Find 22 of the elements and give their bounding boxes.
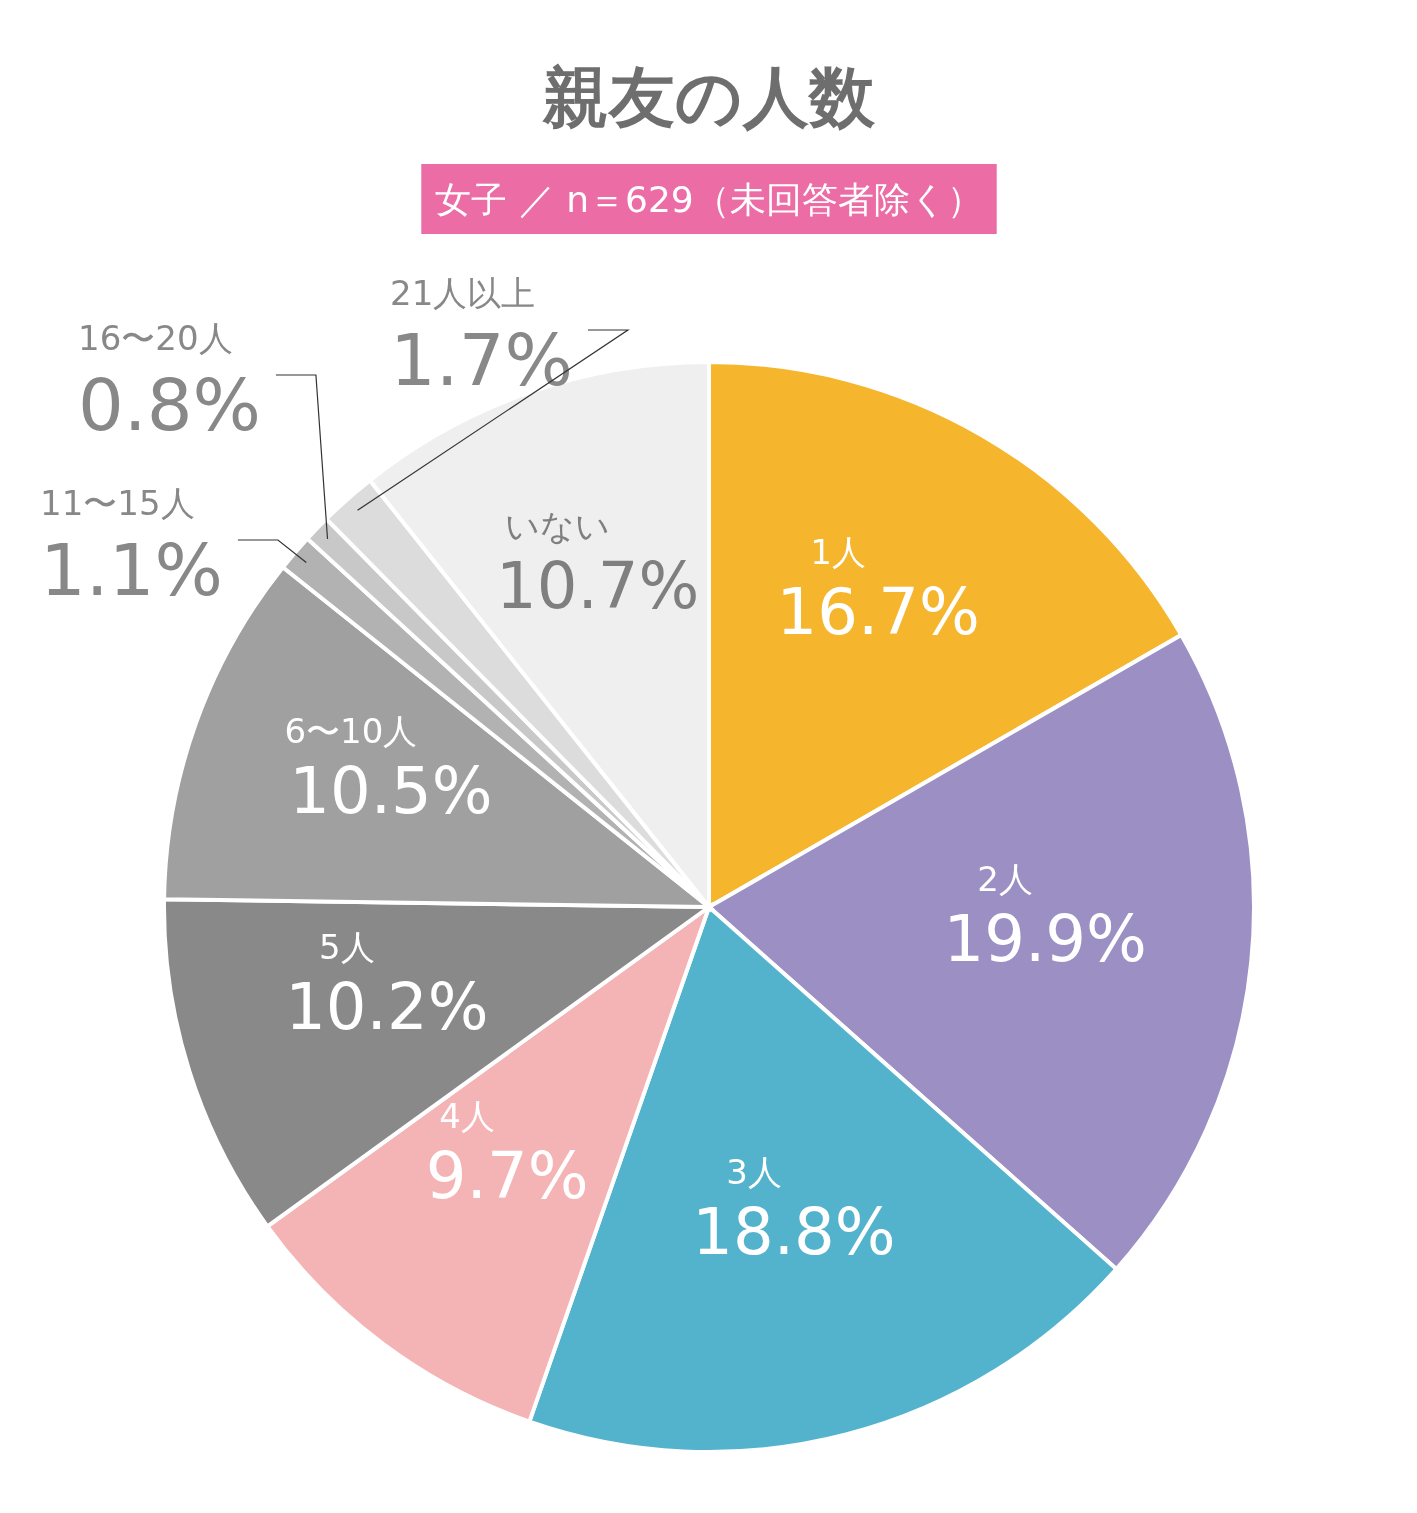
- data-label: 1.1%: [40, 528, 223, 612]
- chart-subtitle: 女子 ／ n＝629（未回答者除く）: [435, 179, 983, 220]
- slice-label: いない: [505, 505, 611, 546]
- data-label: 18.8%: [692, 1195, 896, 1270]
- slice-label: 11〜15人: [40, 483, 195, 523]
- data-label: 16.7%: [776, 575, 980, 650]
- data-label: 1.7%: [390, 318, 573, 402]
- slice-label: 1人: [810, 532, 866, 573]
- data-label: 0.8%: [78, 363, 261, 447]
- slice-label: 2人: [977, 859, 1033, 900]
- data-label: 10.7%: [495, 548, 700, 623]
- data-label: 10.2%: [285, 969, 489, 1044]
- slice-label: 21人以上: [390, 273, 536, 313]
- slice-label: 16〜20人: [78, 318, 233, 358]
- slice-label: 3人: [726, 1152, 782, 1193]
- chart-title: 親友の人数: [542, 59, 876, 136]
- slice-label: 4人: [439, 1095, 495, 1136]
- data-label: 9.7%: [425, 1138, 589, 1213]
- data-label: 10.5%: [289, 754, 493, 829]
- slice-label: 5人: [318, 926, 375, 967]
- slice-label: 6〜10人: [284, 711, 418, 752]
- data-label: 19.9%: [943, 902, 1147, 977]
